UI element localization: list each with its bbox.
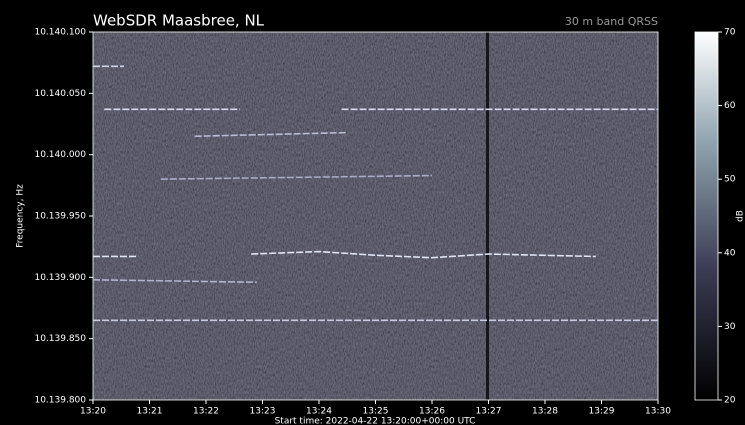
y-tick-label: 10.139.900 [34,273,86,283]
colorbar-tick-label: 60 [724,101,736,111]
colorbar-tick-label: 40 [724,248,736,258]
y-tick-label: 10.140.000 [34,150,86,160]
signal-trace [194,131,348,138]
colorbar-tick-label: 20 [724,396,736,406]
x-tick-label: 13:21 [137,407,163,417]
x-tick-label: 13:27 [476,407,502,417]
x-tick-label: 13:25 [363,407,389,417]
colorbar [694,31,719,401]
chart-subtitle: 30 m band QRSS [565,15,658,28]
y-tick-label: 10.139.800 [34,396,86,406]
y-tick-label: 10.140.050 [34,89,86,99]
dark-column [486,32,489,400]
y-tick-label: 10.139.950 [34,212,86,222]
signal-trace [92,278,257,284]
x-tick-label: 13:26 [419,407,445,417]
colorbar-tick-label: 50 [724,175,736,185]
x-axis-label: Start time: 2022-04-22 13:20:00+00:00 UT… [275,417,476,425]
x-tick-label: 13:22 [193,407,219,417]
chart-title: WebSDR Maasbree, NL [93,12,265,30]
signal-trace [93,250,596,259]
colorbar-tick-label: 30 [724,322,736,332]
y-tick-label: 10.139.850 [34,334,86,344]
x-tick-label: 13:20 [80,407,106,417]
x-tick-label: 13:30 [645,407,671,417]
x-tick-label: 13:24 [306,407,332,417]
signal-trace [160,174,433,180]
x-tick-label: 13:23 [250,407,276,417]
y-axis-label: Frequency, Hz [16,184,26,248]
colorbar-tick-label: 70 [724,28,736,38]
y-tick-label: 10.140.100 [34,28,86,38]
x-tick-label: 13:28 [532,407,558,417]
colorbar-label: dB [736,210,745,222]
x-tick-label: 13:29 [589,407,615,417]
spectrogram-noise [93,32,658,400]
